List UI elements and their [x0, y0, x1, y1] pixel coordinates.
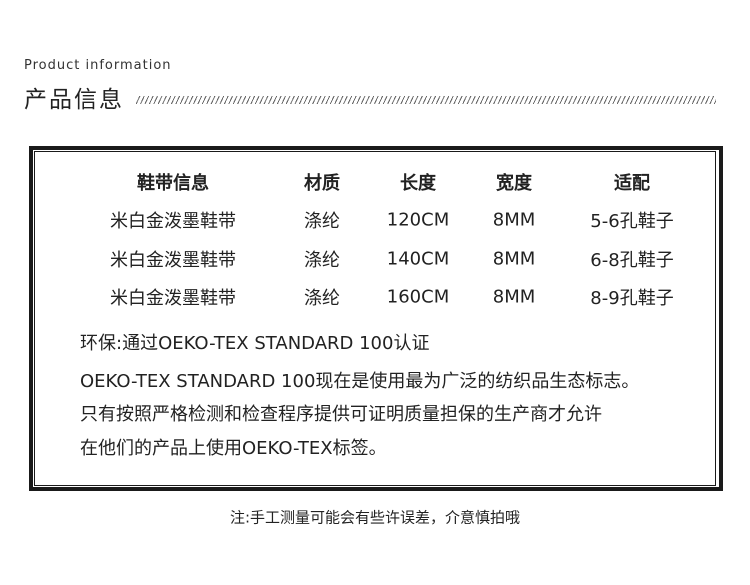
table-cell: 120CM [386, 209, 450, 231]
info-box-outer-border [29, 146, 723, 491]
table-cell: 米白金泼墨鞋带 [110, 250, 236, 271]
table-cell: 140CM [386, 248, 450, 270]
description-line: OEKO-TEX STANDARD 100现在是使用最为广泛的纺织品生态标志。 [80, 371, 640, 392]
description-line: 只有按照严格检测和检查程序提供可证明质量担保的生产商才允许 [80, 404, 602, 425]
table-cell: 5-6孔鞋子 [590, 211, 674, 232]
subtitle: Product information [24, 58, 172, 73]
info-box-inner-border [34, 151, 716, 486]
table-cell: 8MM [492, 209, 536, 231]
table-cell: 米白金泼墨鞋带 [110, 211, 236, 232]
table-cell: 涤纶 [304, 250, 340, 271]
description-line: 在他们的产品上使用OEKO-TEX标签。 [80, 438, 387, 459]
table-cell: 8-9孔鞋子 [590, 288, 674, 309]
table-cell: 涤纶 [304, 288, 340, 309]
column-header: 鞋带信息 [137, 173, 209, 194]
table-cell: 6-8孔鞋子 [590, 250, 674, 271]
column-header: 适配 [614, 173, 650, 194]
table-cell: 160CM [386, 286, 450, 308]
column-header: 宽度 [496, 173, 532, 194]
page-title: 产品信息 [24, 87, 124, 113]
measurement-note: 注:手工测量可能会有些许误差，介意慎拍哦 [229, 508, 521, 527]
table-cell: 米白金泼墨鞋带 [110, 288, 236, 309]
column-header: 长度 [400, 173, 436, 194]
column-header: 材质 [304, 173, 340, 194]
table-cell: 8MM [492, 248, 536, 270]
table-cell: 涤纶 [304, 211, 340, 232]
table-cell: 8MM [492, 286, 536, 308]
description-line: 环保:通过OEKO-TEX STANDARD 100认证 [80, 333, 430, 354]
decorative-hatch-divider [136, 96, 716, 104]
